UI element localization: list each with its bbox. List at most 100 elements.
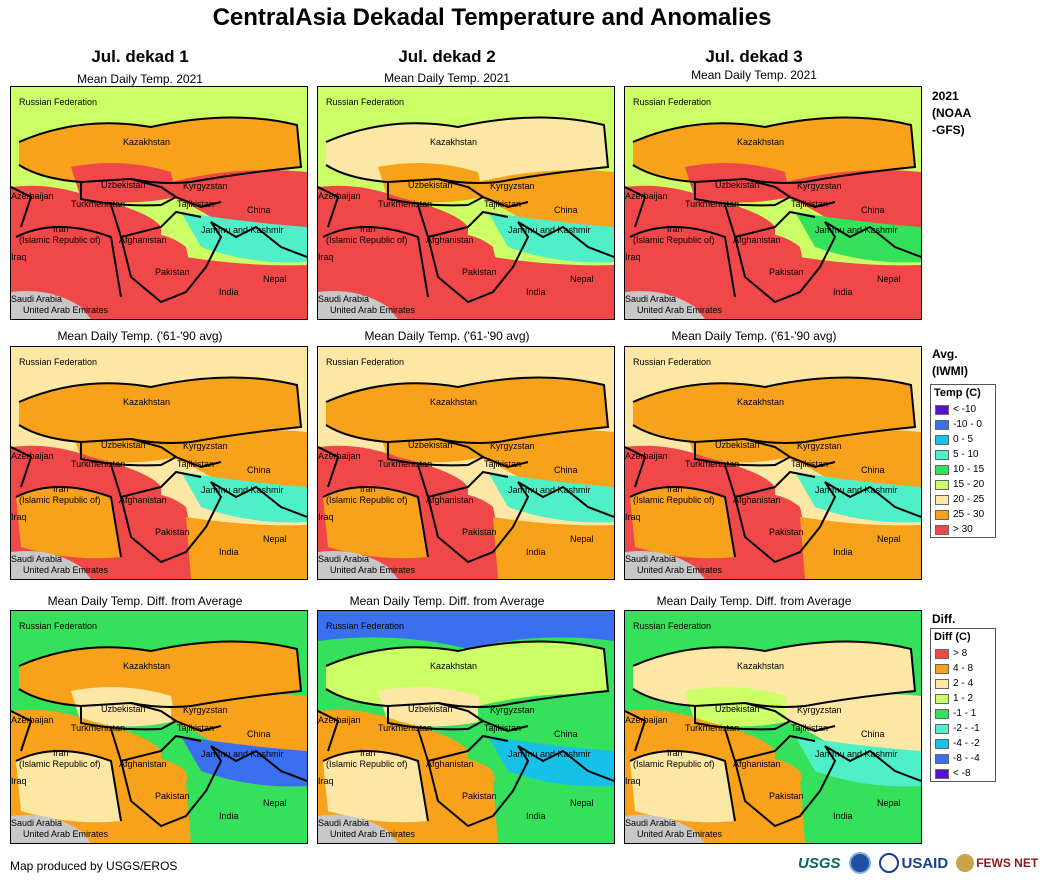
country-label-russia: Russian Federation [633, 357, 712, 367]
country-label-uae: United Arab Emirates [23, 305, 109, 315]
country-label-iraq: Iraq [625, 252, 641, 262]
country-label-tajikistan: Tajikistan [791, 459, 829, 469]
region-pak [126, 233, 201, 319]
legend-label: 1 - 2 [953, 693, 974, 704]
row-label-avg-line2: (IWMI) [932, 364, 968, 378]
temp-legend-item: 0 - 5 [931, 432, 995, 447]
legend-label: 2 - 4 [953, 678, 974, 689]
country-label-uae: United Arab Emirates [23, 565, 109, 575]
map-avg-dekad-2: Russian Federation Kazakhstan Uzbekistan Ky… [317, 346, 615, 580]
region-top [318, 347, 614, 385]
noaa-logo-icon [848, 852, 871, 874]
legend-swatch [935, 768, 949, 779]
country-label-tajikistan: Tajikistan [484, 459, 522, 469]
country-label-iran2: (Islamic Republic of) [633, 495, 715, 505]
region-ind [186, 517, 307, 579]
column-header-dekad-3: Jul. dekad 3 [705, 47, 803, 66]
legend-swatch [935, 524, 949, 535]
country-label-uzbekistan: Uzbekistan [715, 180, 760, 190]
region-iran [16, 227, 121, 299]
legend-label: > 8 [953, 648, 968, 659]
diff-legend: Diff (C) > 8 4 - 8 2 - 4 1 - 2 -1 - 1 -2 - -1… [930, 628, 996, 782]
map-diff-dekad-2: Russian Federation Kazakhstan Uzbekistan Ky… [317, 610, 615, 844]
country-label-nepal: Nepal [877, 274, 901, 284]
country-label-uae: United Arab Emirates [637, 305, 723, 315]
region-sea [11, 551, 91, 579]
column-header-dekad-1: Jul. dekad 1 [91, 47, 189, 66]
country-label-iran2: (Islamic Republic of) [633, 759, 715, 769]
country-label-turkmenistan: Turkmenistan [378, 723, 433, 733]
map-svg [625, 611, 921, 843]
country-label-kazakhstan: Kazakhstan [430, 137, 478, 147]
country-label-kyrgyzstan: Kyrgyzstan [490, 181, 535, 191]
legend-label: -2 - -1 [953, 723, 980, 734]
legend-swatch [935, 434, 949, 445]
country-label-russia: Russian Federation [633, 97, 712, 107]
country-label-iran2: (Islamic Republic of) [19, 759, 101, 769]
fews-seal-icon [956, 854, 975, 872]
country-label-afghanistan: Afghanistan [119, 235, 167, 245]
region-sea [625, 551, 705, 579]
country-label-kazakhstan: Kazakhstan [737, 397, 785, 407]
country-label-russia: Russian Federation [19, 97, 98, 107]
country-label-uae: United Arab Emirates [637, 565, 723, 575]
country-label-nepal: Nepal [263, 798, 287, 808]
country-label-uae: United Arab Emirates [330, 829, 416, 839]
logo-strip: USGS USAID FEWS NET [798, 852, 1038, 874]
country-label-nepal: Nepal [263, 274, 287, 284]
region-sea [318, 551, 398, 579]
region-chn [171, 169, 307, 231]
country-label-iraq: Iraq [625, 776, 641, 786]
country-label-jammu: Jammu and Kashmir [508, 225, 591, 235]
region-chn [785, 693, 921, 755]
row-label-2021-line1: 2021 [932, 89, 959, 103]
map-svg [11, 87, 307, 319]
legend-swatch [935, 449, 949, 460]
country-label-iraq: Iraq [11, 776, 27, 786]
region-iran [323, 487, 428, 559]
map-svg [11, 611, 307, 843]
country-label-iran: Iran [53, 748, 69, 758]
country-label-russia: Russian Federation [326, 97, 405, 107]
subtitle-r1-c2: Mean Daily Temp. 2021 [384, 71, 510, 85]
region-iran [630, 487, 735, 559]
subtitle-r2-c2: Mean Daily Temp. ('61-'90 avg) [364, 329, 530, 343]
legend-label: 15 - 20 [953, 479, 985, 490]
map-svg [318, 87, 614, 319]
region-iran [630, 751, 735, 823]
country-label-nepal: Nepal [877, 534, 901, 544]
country-label-india: India [526, 811, 546, 821]
column-header-dekad-2: Jul. dekad 2 [398, 47, 496, 66]
region-sea [625, 815, 705, 843]
fews-logo: FEWS NET [956, 854, 1038, 872]
country-label-china: China [247, 729, 271, 739]
country-label-saudi: Saudi Arabia [11, 294, 63, 304]
temp-legend-item: 20 - 25 [931, 492, 995, 507]
country-label-china: China [554, 729, 578, 739]
region-ind [800, 257, 921, 319]
country-label-azerbaijan: Azerbaijan [11, 451, 54, 461]
country-label-azerbaijan: Azerbaijan [625, 451, 668, 461]
diff-legend-item: -1 - 1 [931, 706, 995, 721]
country-label-jammu: Jammu and Kashmir [508, 749, 591, 759]
region-ind [186, 781, 307, 843]
country-label-india: India [526, 287, 546, 297]
diff-legend-item: 1 - 2 [931, 691, 995, 706]
country-label-russia: Russian Federation [326, 621, 405, 631]
country-label-tajikistan: Tajikistan [791, 199, 829, 209]
country-label-saudi: Saudi Arabia [625, 294, 677, 304]
diff-legend-item: 2 - 4 [931, 676, 995, 691]
country-label-iran2: (Islamic Republic of) [633, 235, 715, 245]
country-label-india: India [833, 287, 853, 297]
map-2021-dekad-2: Russian Federation Kazakhstan Uzbekistan Ky… [317, 86, 615, 320]
usgs-logo: USGS [798, 854, 841, 872]
subtitle-r2-c3: Mean Daily Temp. ('61-'90 avg) [671, 329, 837, 343]
legend-label: 4 - 8 [953, 663, 974, 674]
region-pak [740, 233, 815, 319]
country-label-iraq: Iraq [318, 776, 334, 786]
row-label-avg: Avg. (IWMI) [932, 346, 968, 380]
country-label-azerbaijan: Azerbaijan [11, 715, 54, 725]
country-label-afghanistan: Afghanistan [119, 759, 167, 769]
country-label-uzbekistan: Uzbekistan [715, 704, 760, 714]
region-top [318, 611, 614, 649]
